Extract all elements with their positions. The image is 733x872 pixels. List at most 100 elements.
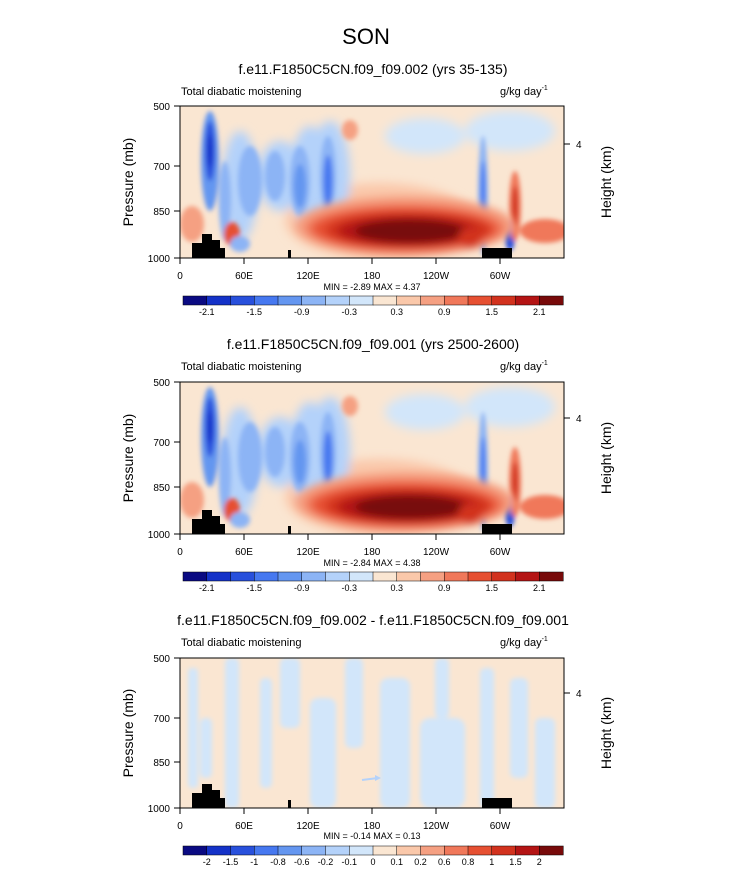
panel-3-units: g/kg day-1 [500, 636, 548, 649]
panel-2-units: g/kg day-1 [500, 360, 548, 373]
panel-1-units: g/kg day-1 [500, 85, 548, 98]
colorbar-box [254, 571, 279, 582]
colorbar-label: -1.5 [223, 857, 239, 867]
panel-2: f.e11.F1850C5CN.f09_f09.001 (yrs 2500-26… [120, 336, 614, 593]
colorbar-box [206, 295, 232, 306]
colorbar-box [420, 295, 445, 306]
panel-3-y-right-label: Height (km) [598, 697, 614, 769]
panel-2-title: f.e11.F1850C5CN.f09_f09.001 (yrs 2500-26… [227, 336, 519, 352]
y-tick-label: 850 [153, 758, 170, 769]
panel-1-stats: MIN = -2.89 MAX = 4.37 [323, 282, 420, 292]
colorbar-box [254, 845, 279, 856]
colorbar-label: -0.8 [270, 857, 286, 867]
colorbar-label: 2 [537, 857, 542, 867]
panel-1: f.e11.F1850C5CN.f09_f09.002 (yrs 35-135)… [120, 61, 614, 317]
colorbar-box [420, 571, 445, 582]
x-tick-label: 60W [490, 271, 511, 282]
colorbar-box [396, 845, 422, 856]
x-tick-label: 180 [364, 271, 381, 282]
colorbar-box [515, 571, 540, 582]
panel-2-colorbar: -2.1 -1.5 -0.9 -0.3 0.3 0.9 1.5 2.1 [182, 571, 564, 593]
colorbar-box [349, 295, 374, 306]
colorbar-box [277, 571, 303, 582]
panel-2-left-label: Total diabatic moistening [181, 361, 301, 373]
colorbar-label: -0.3 [341, 307, 357, 317]
panel-3-x-axis: 0 60E 120E 180 120W 60W [177, 808, 511, 832]
colorbar-box [182, 571, 208, 582]
colorbar-label: -0.2 [318, 857, 334, 867]
colorbar-box [396, 571, 422, 582]
panel-1-left-label: Total diabatic moistening [181, 86, 301, 98]
x-tick-label: 120W [423, 821, 450, 832]
colorbar-box [467, 295, 493, 306]
colorbar-label: 2.1 [533, 583, 546, 593]
colorbar-box [182, 295, 208, 306]
panel-1-x-axis: 0 60E 120E 180 120W 60W [177, 258, 511, 282]
panel-3-stats: MIN = -0.14 MAX = 0.13 [323, 831, 420, 841]
colorbar-label: 0.3 [390, 307, 403, 317]
colorbar-box [301, 845, 327, 856]
colorbar-label: 0.9 [438, 583, 451, 593]
panel-3-title: f.e11.F1850C5CN.f09_f09.002 - f.e11.F185… [177, 612, 569, 628]
y-tick-label: 1000 [148, 254, 171, 265]
panel-1-y-axis: 500 700 850 1000 Pressure (mb) 4 Height … [120, 102, 614, 265]
colorbar-box [230, 845, 255, 856]
x-tick-label: 0 [177, 271, 183, 282]
colorbar-label: -0.6 [294, 857, 310, 867]
colorbar-box [301, 571, 327, 582]
panel-1-y-label: Pressure (mb) [120, 138, 136, 227]
x-tick-label: 120E [296, 547, 320, 558]
y-tick-label: 1000 [148, 804, 171, 815]
y-tick-label: 500 [153, 378, 170, 389]
colorbar-box [491, 571, 517, 582]
colorbar-label: -1.5 [246, 583, 262, 593]
y-tick-label: 700 [153, 162, 170, 173]
colorbar-label: -0.9 [294, 307, 310, 317]
colorbar-box [230, 295, 255, 306]
colorbar-box [372, 571, 398, 582]
y-right-tick-label: 4 [576, 414, 582, 425]
colorbar-box [396, 295, 422, 306]
colorbar-box [444, 845, 469, 856]
panel-1-colorbar: -2.1 -1.5 -0.9 -0.3 0.3 0.9 1.5 2.1 [182, 295, 564, 317]
x-tick-label: 180 [364, 547, 381, 558]
panel-3-y-axis: 500 700 850 1000 Pressure (mb) 4 Height … [120, 654, 614, 815]
colorbar-box [444, 571, 469, 582]
x-tick-label: 60W [490, 547, 511, 558]
colorbar-box [372, 845, 398, 856]
colorbar-label: 1.5 [485, 307, 498, 317]
colorbar-box [254, 295, 279, 306]
panel-3-plot [179, 657, 565, 809]
panel-3: f.e11.F1850C5CN.f09_f09.002 - f.e11.F185… [120, 612, 614, 867]
colorbar-label: 1 [489, 857, 494, 867]
colorbar-label: -2.1 [199, 307, 215, 317]
colorbar-label: 0.3 [390, 583, 403, 593]
colorbar-box [515, 845, 540, 856]
x-tick-label: 60E [235, 547, 253, 558]
panel-1-y-right-label: Height (km) [598, 146, 614, 218]
x-tick-label: 120W [423, 547, 450, 558]
y-tick-label: 850 [153, 207, 170, 218]
colorbar-box [372, 295, 398, 306]
y-right-tick-label: 4 [576, 689, 582, 700]
panel-1-title: f.e11.F1850C5CN.f09_f09.002 (yrs 35-135) [238, 61, 507, 77]
x-tick-label: 60W [490, 821, 511, 832]
colorbar-box [206, 571, 232, 582]
x-tick-label: 0 [177, 547, 183, 558]
y-tick-label: 500 [153, 654, 170, 665]
figure-title: SON [342, 24, 390, 49]
colorbar-box [467, 845, 493, 856]
x-tick-label: 0 [177, 821, 183, 832]
colorbar-box [325, 845, 350, 856]
colorbar-label: 0.2 [414, 857, 427, 867]
panel-2-x-axis: 0 60E 120E 180 120W 60W [177, 534, 511, 558]
colorbar-label: 0.9 [438, 307, 451, 317]
colorbar-label: -0.3 [341, 583, 357, 593]
y-tick-label: 500 [153, 102, 170, 113]
colorbar-box [206, 845, 232, 856]
colorbar-box [182, 845, 208, 856]
colorbar-label: -1 [250, 857, 258, 867]
y-tick-label: 850 [153, 483, 170, 494]
x-tick-label: 180 [364, 821, 381, 832]
